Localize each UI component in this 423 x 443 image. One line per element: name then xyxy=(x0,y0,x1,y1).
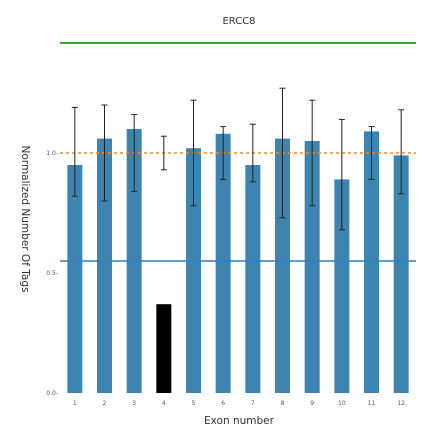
x-tick-label: 5 xyxy=(192,400,196,407)
x-tick-label: 2 xyxy=(103,400,107,407)
x-axis-label: Exon number xyxy=(204,415,275,427)
y-tick-labels: 0.0- 0.5- 1.0- xyxy=(46,150,58,397)
bar xyxy=(275,138,290,393)
bar xyxy=(186,148,201,393)
bar xyxy=(364,131,379,393)
bar xyxy=(245,165,261,393)
reference-lines xyxy=(60,152,416,262)
y-tick-label: 0.5- xyxy=(46,270,58,277)
bar xyxy=(304,141,320,393)
bar xyxy=(97,138,112,393)
x-tick-label: 12 xyxy=(397,400,405,407)
x-tick-label: 7 xyxy=(251,400,255,407)
bar xyxy=(67,165,83,393)
y-axis-label: Normalized Number Of Tags xyxy=(19,146,31,293)
bar xyxy=(393,155,409,393)
x-tick-label: 11 xyxy=(368,400,376,407)
y-tick-label: 0.0- xyxy=(46,390,58,397)
x-tick-label: 6 xyxy=(221,400,225,407)
bar xyxy=(156,304,172,393)
y-tick-label: 1.0- xyxy=(46,150,58,157)
x-tick-label: 4 xyxy=(162,400,166,407)
x-tick-label: 3 xyxy=(132,400,136,407)
error-bars xyxy=(71,87,405,231)
x-tick-label: 8 xyxy=(281,400,285,407)
x-tick-labels: 1 2 3 4 5 6 7 8 9 10 11 12 xyxy=(73,400,405,407)
x-tick-label: 1 xyxy=(73,400,77,407)
bar xyxy=(334,179,350,393)
x-tick-label: 9 xyxy=(310,400,314,407)
x-tick-label: 10 xyxy=(338,400,346,407)
bar xyxy=(215,133,231,394)
bars xyxy=(67,129,409,394)
chart-title: ERCC8 xyxy=(222,16,255,27)
